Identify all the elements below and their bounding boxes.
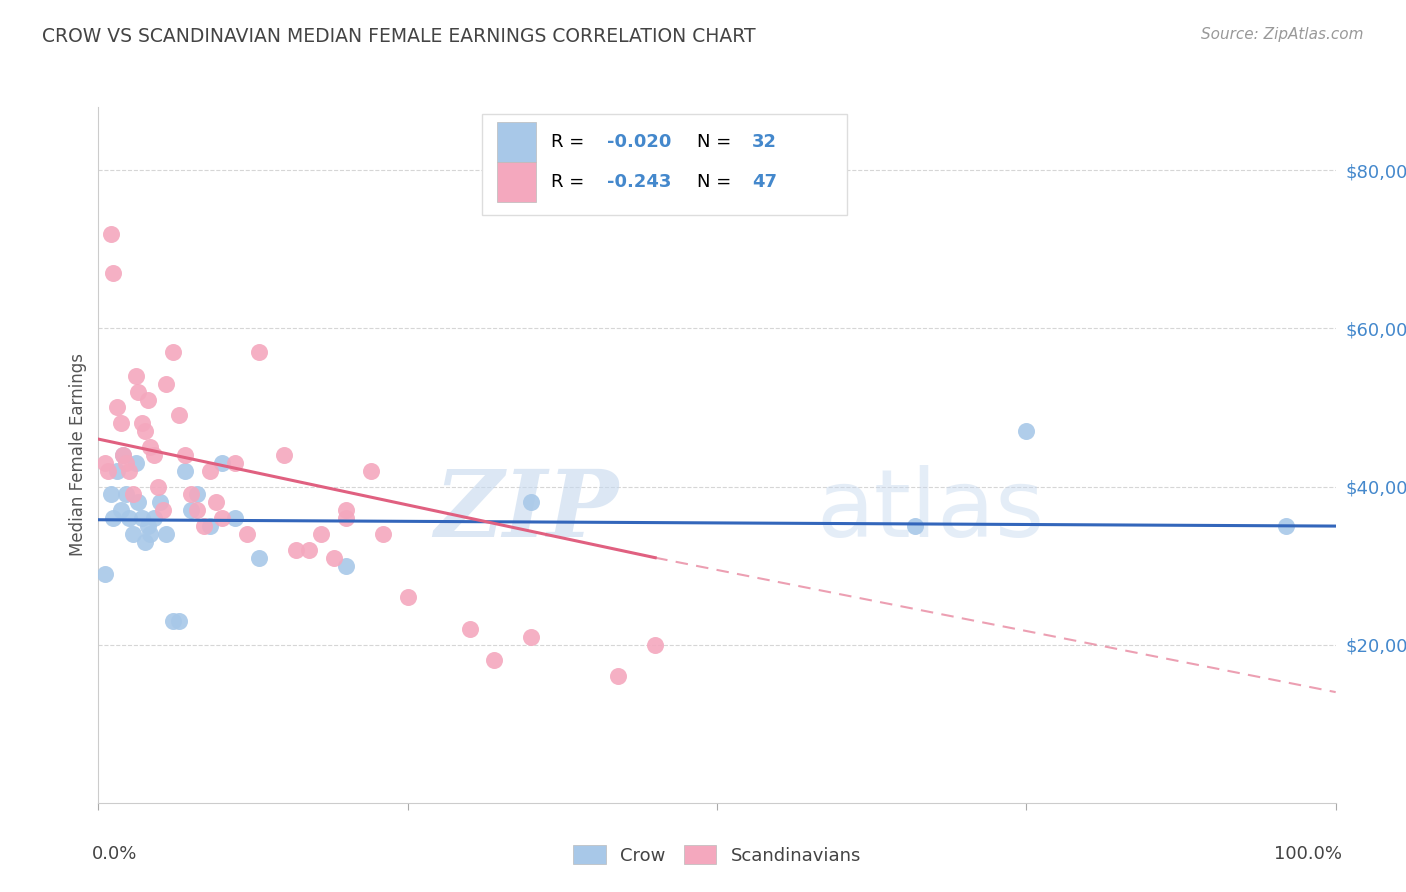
Text: -0.020: -0.020 [607, 133, 671, 151]
Point [484, 653, 506, 667]
Point [162, 345, 184, 359]
Point [93, 456, 115, 470]
Bar [496, 162, 537, 202]
Point [1275, 519, 1298, 533]
Point [174, 464, 197, 478]
Point [124, 456, 146, 470]
Point [103, 511, 125, 525]
Point [118, 464, 141, 478]
Point [152, 503, 174, 517]
Point [520, 495, 543, 509]
Point [105, 464, 128, 478]
Point [127, 495, 149, 509]
Point [110, 417, 132, 431]
Text: R =: R = [551, 133, 591, 151]
Point [224, 456, 246, 470]
Point [112, 448, 135, 462]
Point [335, 503, 357, 517]
Point [186, 503, 208, 517]
Point [309, 527, 332, 541]
Point [193, 519, 215, 533]
Text: 32: 32 [752, 133, 776, 151]
Point [322, 550, 344, 565]
Bar [496, 121, 537, 162]
Point [335, 511, 357, 525]
Point [198, 519, 221, 533]
Text: Source: ZipAtlas.com: Source: ZipAtlas.com [1201, 27, 1364, 42]
Point [139, 440, 162, 454]
Point [360, 464, 382, 478]
Point [155, 376, 177, 391]
Point [247, 550, 270, 565]
Point [180, 503, 202, 517]
Point [198, 464, 221, 478]
Point [112, 448, 135, 462]
Point [155, 527, 177, 541]
Point [458, 622, 481, 636]
Point [110, 503, 132, 517]
Point [236, 527, 259, 541]
Point [122, 527, 145, 541]
Point [139, 527, 162, 541]
Point [122, 487, 145, 501]
Point [146, 479, 169, 493]
Point [1015, 424, 1038, 438]
Point [127, 384, 149, 399]
Point [205, 495, 228, 509]
Point [114, 456, 136, 470]
Point [162, 614, 184, 628]
Point [211, 511, 233, 525]
Point [186, 487, 208, 501]
Point [149, 495, 172, 509]
Point [298, 542, 321, 557]
Point [118, 511, 141, 525]
Point [211, 456, 233, 470]
Point [335, 558, 357, 573]
Text: 100.0%: 100.0% [1274, 845, 1341, 863]
Point [136, 519, 159, 533]
Text: ZIP: ZIP [434, 466, 619, 556]
Point [167, 409, 190, 423]
Point [396, 591, 419, 605]
Point [131, 511, 153, 525]
Point [904, 519, 927, 533]
Point [97, 464, 120, 478]
Text: atlas: atlas [815, 465, 1045, 557]
Text: 47: 47 [752, 173, 776, 191]
Point [114, 487, 136, 501]
Point [134, 424, 156, 438]
Point [93, 566, 115, 581]
Point [136, 392, 159, 407]
Text: CROW VS SCANDINAVIAN MEDIAN FEMALE EARNINGS CORRELATION CHART: CROW VS SCANDINAVIAN MEDIAN FEMALE EARNI… [42, 27, 756, 45]
Point [285, 542, 308, 557]
Point [100, 487, 122, 501]
Point [644, 638, 666, 652]
Point [143, 511, 166, 525]
Point [607, 669, 630, 683]
FancyBboxPatch shape [482, 114, 846, 215]
Point [124, 368, 146, 383]
Text: -0.243: -0.243 [607, 173, 671, 191]
Text: R =: R = [551, 173, 591, 191]
Point [143, 448, 166, 462]
Point [180, 487, 202, 501]
Point [371, 527, 394, 541]
Point [224, 511, 246, 525]
Point [273, 448, 295, 462]
Point [134, 535, 156, 549]
Point [520, 630, 543, 644]
Legend: Crow, Scandinavians: Crow, Scandinavians [564, 837, 870, 874]
Y-axis label: Median Female Earnings: Median Female Earnings [69, 353, 87, 557]
Point [103, 266, 125, 280]
Point [131, 417, 153, 431]
Point [105, 401, 128, 415]
Point [174, 448, 197, 462]
Text: N =: N = [697, 173, 737, 191]
Point [100, 227, 122, 241]
Text: 0.0%: 0.0% [93, 845, 138, 863]
Point [247, 345, 270, 359]
Point [167, 614, 190, 628]
Text: N =: N = [697, 133, 737, 151]
